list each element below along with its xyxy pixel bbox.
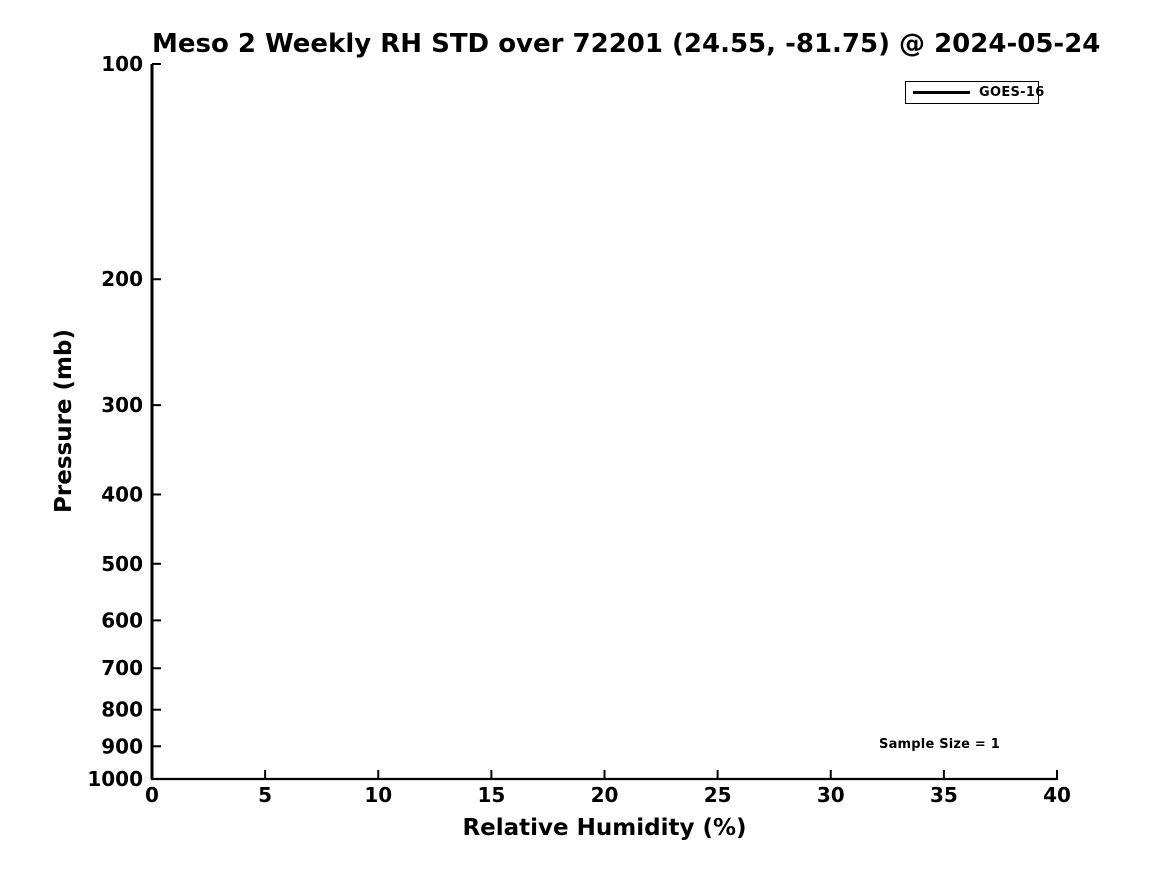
x-tick-label: 0 [145, 783, 159, 807]
x-tick-label: 15 [477, 783, 505, 807]
y-tick-label: 600 [101, 608, 143, 632]
sample-size-annotation: Sample Size = 1 [879, 737, 1000, 752]
y-tick-label: 1000 [87, 767, 143, 791]
legend: GOES-16 [905, 81, 1044, 104]
y-tick-label: 400 [101, 482, 143, 506]
y-tick-label: 700 [101, 656, 143, 680]
y-tick-label: 300 [101, 393, 143, 417]
legend-label: GOES-16 [979, 85, 1045, 100]
x-tick-label: 40 [1043, 783, 1071, 807]
y-tick-label: 100 [101, 52, 143, 76]
chart-title: Meso 2 Weekly RH STD over 72201 (24.55, … [152, 29, 1101, 59]
x-tick-label: 30 [817, 783, 845, 807]
y-tick-label: 900 [101, 734, 143, 758]
y-tick-label: 200 [101, 267, 143, 291]
x-axis-label: Relative Humidity (%) [462, 815, 747, 841]
y-tick-label: 800 [101, 698, 143, 722]
x-tick-label: 5 [258, 783, 272, 807]
x-tick-label: 35 [930, 783, 958, 807]
x-tick-label: 25 [704, 783, 732, 807]
x-tick-label: 20 [591, 783, 619, 807]
legend-line-sample [913, 90, 970, 95]
y-tick-label: 500 [101, 552, 143, 576]
x-tick-label: 10 [364, 783, 392, 807]
